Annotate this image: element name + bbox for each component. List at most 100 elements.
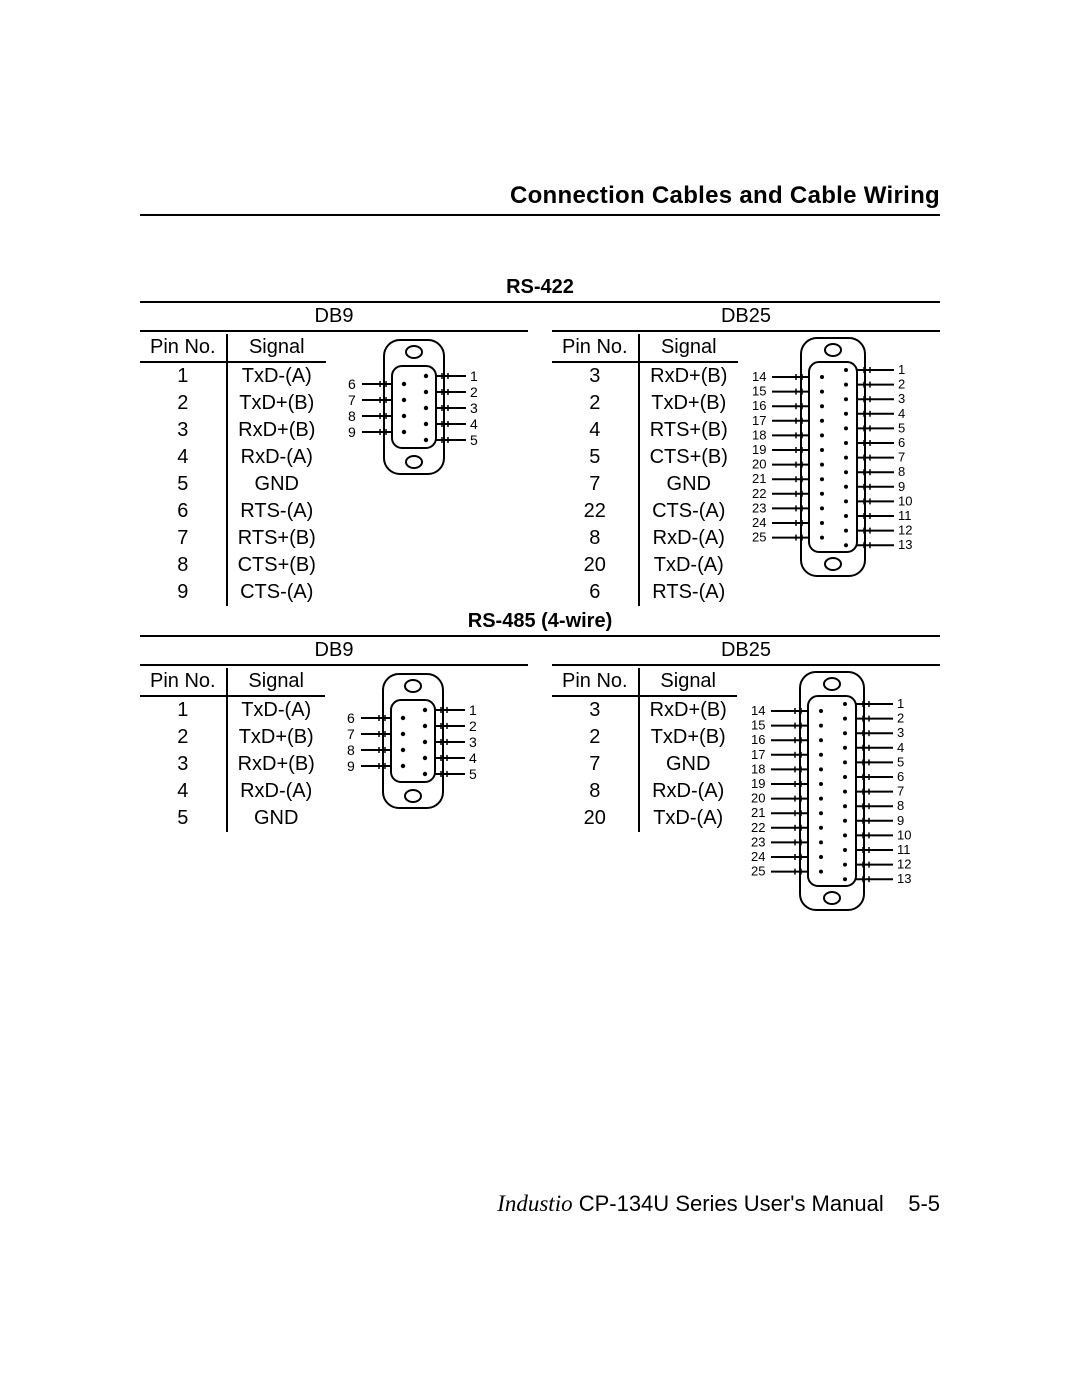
svg-text:8: 8: [348, 408, 356, 424]
svg-text:15: 15: [751, 718, 765, 733]
svg-text:6: 6: [348, 376, 356, 392]
svg-text:10: 10: [897, 827, 911, 842]
signal-name: RTS+(B): [639, 417, 738, 444]
table-row: 7GND: [552, 471, 738, 498]
table-row: 6RTS-(A): [140, 498, 326, 525]
page-footer: Industio CP-134U Series User's Manual 5-…: [140, 1191, 940, 1217]
table-row: 4RxD-(A): [140, 444, 326, 471]
svg-text:7: 7: [898, 450, 905, 465]
svg-text:2: 2: [469, 718, 477, 734]
svg-text:8: 8: [897, 798, 904, 813]
svg-text:5: 5: [469, 766, 477, 782]
svg-text:4: 4: [470, 416, 478, 432]
svg-text:17: 17: [752, 413, 766, 428]
db25-table: Pin No. Signal 3RxD+(B)2TxD+(B)4RTS+(B)5…: [552, 334, 738, 606]
table-row: 7GND: [552, 751, 737, 778]
signal-name: TxD+(B): [227, 390, 326, 417]
signal-name: CTS-(A): [639, 498, 738, 525]
pin-number: 7: [552, 471, 639, 498]
pin-number: 8: [552, 525, 639, 552]
signal-name: TxD-(A): [639, 552, 738, 579]
page-header: Connection Cables and Cable Wiring: [140, 182, 940, 216]
svg-text:19: 19: [752, 442, 766, 457]
svg-text:20: 20: [752, 457, 766, 472]
pin-number: 3: [140, 417, 227, 444]
svg-text:10: 10: [898, 493, 912, 508]
db9-connector-icon: 123456789: [334, 332, 504, 487]
svg-text:14: 14: [752, 369, 766, 384]
svg-text:4: 4: [898, 406, 905, 421]
section-title: RS-485 (4-wire): [140, 610, 940, 637]
svg-text:11: 11: [897, 842, 911, 857]
svg-text:4: 4: [469, 750, 477, 766]
svg-text:19: 19: [751, 776, 765, 791]
col-signal: Signal: [639, 334, 738, 362]
db25-label: DB25: [552, 637, 940, 666]
svg-text:16: 16: [752, 398, 766, 413]
signal-name: CTS-(A): [227, 579, 326, 606]
section-rs422: RS-422 DB9 Pin No. Signal 1TxD-(A)2TxD+(…: [140, 276, 940, 606]
table-row: 3RxD+(B): [552, 362, 738, 390]
signal-name: RxD-(A): [639, 525, 738, 552]
svg-text:3: 3: [469, 734, 477, 750]
signal-name: CTS+(B): [227, 552, 326, 579]
svg-text:25: 25: [752, 530, 766, 545]
pin-number: 4: [140, 778, 227, 805]
pin-number: 2: [140, 724, 227, 751]
svg-text:1: 1: [898, 362, 905, 377]
table-row: 2TxD+(B): [140, 724, 325, 751]
table-row: 20TxD-(A): [552, 552, 738, 579]
pin-number: 4: [552, 417, 639, 444]
pin-number: 1: [140, 696, 227, 724]
table-row: 5CTS+(B): [552, 444, 738, 471]
table-row: 3RxD+(B): [140, 751, 325, 778]
svg-text:3: 3: [897, 725, 904, 740]
svg-text:13: 13: [897, 871, 911, 886]
svg-text:16: 16: [751, 732, 765, 747]
svg-text:1: 1: [469, 702, 477, 718]
table-row: 2TxD+(B): [140, 390, 326, 417]
db25-label: DB25: [552, 303, 940, 332]
svg-text:21: 21: [751, 805, 765, 820]
pin-number: 6: [140, 498, 227, 525]
footer-brand: Industio: [497, 1191, 572, 1216]
header-title: Connection Cables and Cable Wiring: [510, 182, 940, 209]
svg-text:24: 24: [751, 849, 765, 864]
signal-name: RxD+(B): [639, 362, 738, 390]
svg-text:13: 13: [898, 537, 912, 552]
col-signal: Signal: [639, 668, 737, 696]
svg-text:5: 5: [897, 754, 904, 769]
svg-text:8: 8: [347, 742, 355, 758]
db9-label: DB9: [140, 637, 528, 666]
table-row: 20TxD-(A): [552, 805, 737, 832]
col-pin: Pin No.: [140, 668, 227, 696]
table-row: 3RxD+(B): [140, 417, 326, 444]
signal-name: TxD+(B): [639, 390, 738, 417]
svg-text:25: 25: [751, 864, 765, 879]
svg-text:17: 17: [751, 747, 765, 762]
svg-text:8: 8: [898, 464, 905, 479]
pin-number: 8: [552, 778, 639, 805]
section-rs485: RS-485 (4-wire) DB9 Pin No. Signal 1TxD-…: [140, 610, 940, 921]
footer-product: CP-134U: [579, 1191, 669, 1216]
svg-text:9: 9: [347, 758, 355, 774]
table-row: 4RTS+(B): [552, 417, 738, 444]
pin-number: 4: [140, 444, 227, 471]
table-row: 8RxD-(A): [552, 778, 737, 805]
pin-number: 3: [552, 696, 639, 724]
signal-name: TxD+(B): [227, 724, 325, 751]
svg-text:4: 4: [897, 740, 904, 755]
table-row: 5GND: [140, 805, 325, 832]
svg-text:2: 2: [897, 711, 904, 726]
table-row: 4RxD-(A): [140, 778, 325, 805]
svg-text:12: 12: [897, 857, 911, 872]
svg-text:3: 3: [470, 400, 478, 416]
pin-number: 6: [552, 579, 639, 606]
signal-name: RxD+(B): [227, 417, 326, 444]
svg-text:20: 20: [751, 791, 765, 806]
svg-text:2: 2: [470, 384, 478, 400]
svg-text:12: 12: [898, 523, 912, 538]
footer-rest: User's Manual: [744, 1191, 884, 1216]
signal-name: TxD+(B): [639, 724, 737, 751]
svg-text:2: 2: [898, 377, 905, 392]
